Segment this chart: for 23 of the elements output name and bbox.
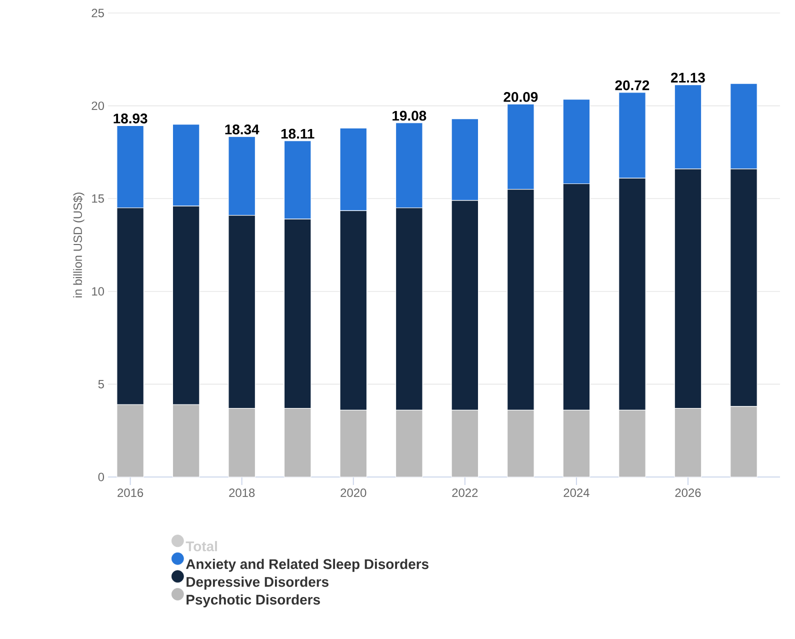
- total-label: 20.09: [504, 92, 538, 102]
- total-label: 19.08: [392, 110, 426, 121]
- total-label: 20.72: [615, 80, 650, 90]
- total-label: 21.13: [671, 72, 705, 83]
- y-axis-title: in billion USD (US$): [73, 192, 84, 298]
- total-label: 18.93: [114, 114, 148, 124]
- total-label: 18.11: [281, 128, 314, 139]
- x-tick-label: 2016: [118, 488, 144, 497]
- y-tick-label: 15: [92, 194, 104, 203]
- total-label: 18.34: [225, 124, 260, 134]
- y-tick-label: 25: [92, 8, 104, 18]
- legend-label: Anxiety and Related Sleep Disorders: [186, 558, 428, 572]
- x-tick-label: 2024: [564, 488, 590, 497]
- y-tick-label: 5: [98, 380, 104, 388]
- x-tick-label: 2020: [340, 488, 366, 497]
- x-tick-label: 2018: [229, 488, 255, 497]
- legend-label: Psychotic Disorders: [186, 594, 320, 608]
- y-tick-label: 10: [92, 287, 104, 296]
- legend-label: Depressive Disorders: [186, 576, 328, 590]
- x-tick-label: 2026: [675, 488, 701, 497]
- y-tick-label: 20: [92, 102, 104, 110]
- x-tick-label: 2022: [452, 488, 478, 497]
- y-tick-label: 0: [98, 472, 104, 482]
